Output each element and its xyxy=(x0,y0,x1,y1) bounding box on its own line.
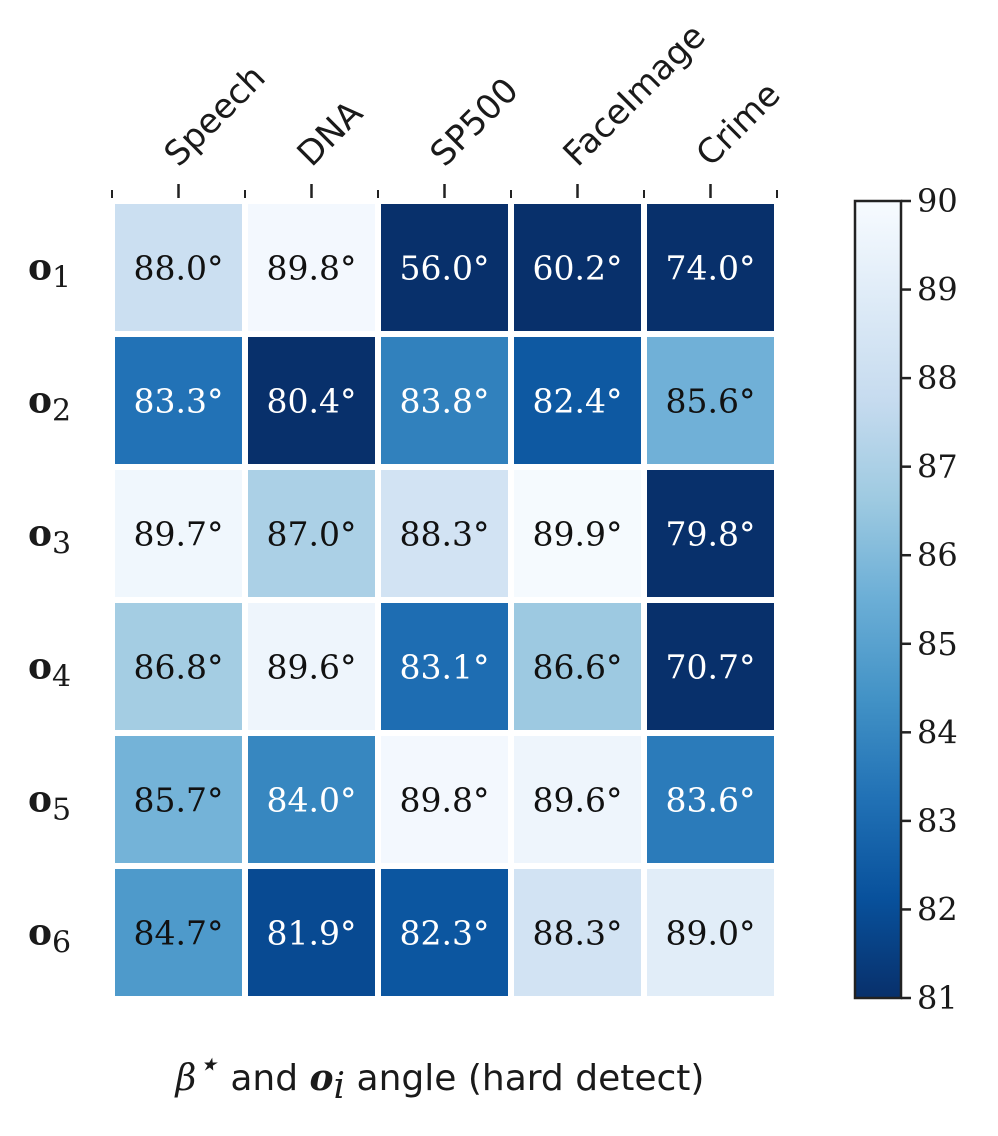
column-label-speech: Speech xyxy=(157,58,274,175)
heatmap-cell xyxy=(115,603,242,730)
heatmap-cell xyxy=(115,337,242,464)
cell-value-label: 88.0° xyxy=(134,249,224,288)
cell-value-label: 84.0° xyxy=(267,781,357,820)
column-label-crime: Crime xyxy=(689,75,789,175)
heatmap-cell xyxy=(248,337,375,464)
cell-value-label: 89.0° xyxy=(666,914,756,953)
heatmap-cell xyxy=(115,204,242,331)
heatmap-cell xyxy=(248,204,375,331)
row-label-o4: o4 xyxy=(28,646,71,695)
colorbar-tick-label: 82 xyxy=(917,890,958,928)
heatmap-cell xyxy=(115,736,242,863)
colorbar-gradient xyxy=(853,199,903,1000)
heatmap-cell xyxy=(248,603,375,730)
cell-value-label: 82.4° xyxy=(533,382,623,421)
row-label-o1: o1 xyxy=(28,247,71,296)
heatmap-cell xyxy=(514,470,641,597)
row-label-o3: o3 xyxy=(28,513,71,562)
colorbar-tick-label: 85 xyxy=(917,625,958,663)
heatmap-cell xyxy=(248,736,375,863)
cell-value-label: 86.8° xyxy=(134,648,224,687)
cell-value-label: 89.6° xyxy=(533,781,623,820)
colorbar-tick-label: 86 xyxy=(917,536,958,574)
heatmap-cell xyxy=(248,869,375,996)
heatmap-cell xyxy=(248,470,375,597)
heatmap-cell xyxy=(514,869,641,996)
cell-value-label: 89.7° xyxy=(134,515,224,554)
cell-value-label: 83.1° xyxy=(400,648,490,687)
cell-value-label: 70.7° xyxy=(666,648,756,687)
heatmap-cell xyxy=(514,736,641,863)
colorbar-tick-label: 87 xyxy=(917,448,958,486)
heatmap-cell xyxy=(381,204,508,331)
row-label-o2: o2 xyxy=(28,380,71,429)
cell-value-label: 83.6° xyxy=(666,781,756,820)
heatmap-cell xyxy=(647,470,774,597)
column-ticks xyxy=(111,184,778,198)
cell-value-label: 84.7° xyxy=(134,914,224,953)
cell-value-label: 60.2° xyxy=(533,249,623,288)
heatmap-cell xyxy=(115,869,242,996)
row-label-o5: o5 xyxy=(28,779,71,828)
row-labels: o1 o2 o3 o4 o5 o6 xyxy=(28,247,71,961)
colorbar: 90 89 88 87 86 85 84 83 82 81 xyxy=(853,182,958,1017)
cell-value-label: 86.6° xyxy=(533,648,623,687)
cell-value-label: 83.8° xyxy=(400,382,490,421)
cell-value-label: 79.8° xyxy=(666,515,756,554)
heatmap-cell xyxy=(514,204,641,331)
heatmap-cell xyxy=(647,603,774,730)
heatmap-cell xyxy=(381,337,508,464)
colorbar-tick-label: 83 xyxy=(917,802,958,840)
cell-value-label: 85.6° xyxy=(666,382,756,421)
colorbar-tick-label: 84 xyxy=(917,713,958,751)
colorbar-tick-label: 88 xyxy=(917,359,958,397)
heatmap-cell xyxy=(115,470,242,597)
heatmap-cell xyxy=(647,736,774,863)
colorbar-tick-label: 89 xyxy=(917,271,958,309)
cell-value-label: 56.0° xyxy=(400,249,490,288)
heatmap-cell xyxy=(381,603,508,730)
colorbar-tick-label: 81 xyxy=(917,979,958,1017)
cell-value-label: 89.6° xyxy=(267,648,357,687)
cell-value-label: 89.8° xyxy=(400,781,490,820)
row-label-o6: o6 xyxy=(28,912,71,961)
cell-value-label: 74.0° xyxy=(666,249,756,288)
cell-value-label: 83.3° xyxy=(134,382,224,421)
cell-value-label: 89.8° xyxy=(267,249,357,288)
heatmap-cell xyxy=(647,204,774,331)
heatmap-cell xyxy=(514,603,641,730)
heatmap-cell xyxy=(514,337,641,464)
cell-value-label: 89.9° xyxy=(533,515,623,554)
cell-value-label: 85.7° xyxy=(134,781,224,820)
cell-value-label: 81.9° xyxy=(267,914,357,953)
column-label-sp500: SP500 xyxy=(423,70,527,174)
chart-caption: β⋆ and oi angle (hard detect) xyxy=(174,1044,705,1107)
colorbar-tick-label: 90 xyxy=(917,182,958,220)
column-label-faceimage: FaceImage xyxy=(556,16,714,174)
heatmap-cell xyxy=(381,869,508,996)
heatmap-cell xyxy=(381,470,508,597)
cell-value-label: 88.3° xyxy=(533,914,623,953)
heatmap-cell xyxy=(381,736,508,863)
cell-value-label: 88.3° xyxy=(400,515,490,554)
heatmap-cells: 88.0° 89.8° 56.0° 60.2° 74.0° 83.3° 80.4° 83.8°… xyxy=(115,204,774,996)
column-label-dna: DNA xyxy=(290,93,371,174)
cell-value-label: 82.3° xyxy=(400,914,490,953)
heatmap-cell xyxy=(647,337,774,464)
cell-value-label: 80.4° xyxy=(267,382,357,421)
heatmap-cell xyxy=(647,869,774,996)
cell-value-label: 87.0° xyxy=(267,515,357,554)
